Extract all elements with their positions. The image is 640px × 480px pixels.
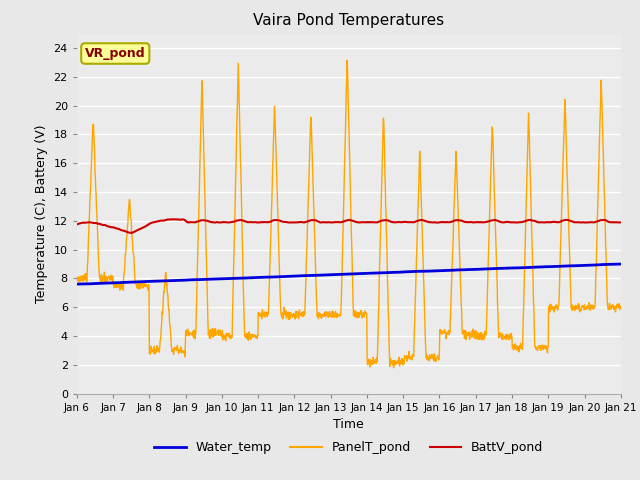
- Legend: Water_temp, PanelT_pond, BattV_pond: Water_temp, PanelT_pond, BattV_pond: [149, 436, 548, 459]
- Y-axis label: Temperature (C), Battery (V): Temperature (C), Battery (V): [35, 124, 48, 303]
- Title: Vaira Pond Temperatures: Vaira Pond Temperatures: [253, 13, 444, 28]
- Text: VR_pond: VR_pond: [85, 47, 145, 60]
- X-axis label: Time: Time: [333, 418, 364, 431]
